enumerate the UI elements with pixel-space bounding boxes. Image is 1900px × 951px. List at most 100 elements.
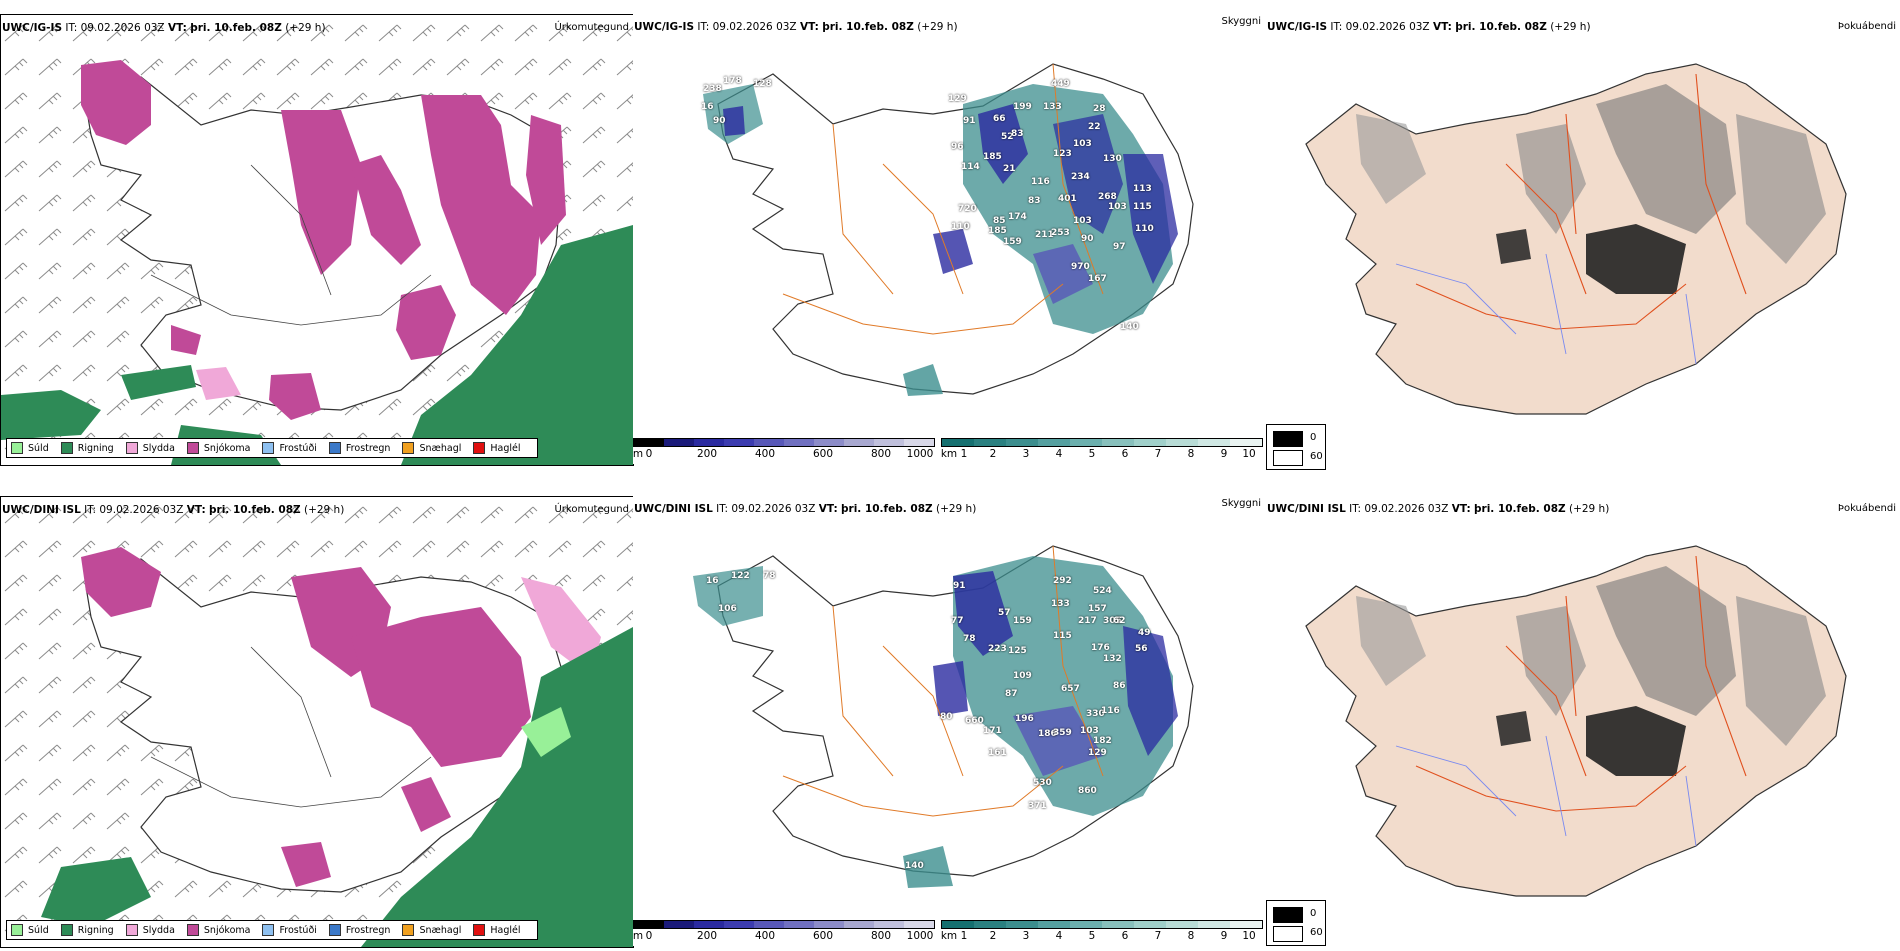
panel-title-precip-1: Úrkomutegund xyxy=(554,22,629,33)
visibility-value-label: 970 xyxy=(1071,262,1090,272)
visibility-value-label: 171 xyxy=(983,726,1002,736)
visibility-value-label: 22 xyxy=(1088,122,1101,132)
fog-legend-2: 0 60 xyxy=(1266,900,1326,946)
visibility-value-label: 720 xyxy=(958,204,977,214)
visibility-value-label: 359 xyxy=(1053,728,1072,738)
swatch-snow xyxy=(186,442,199,454)
legend-item-sleet: Slydda xyxy=(125,442,175,454)
legend-item-snow: Snjókoma xyxy=(186,442,250,454)
cloudbase-colorbar-2: m 0 200 400 600 800 1000 xyxy=(633,918,935,948)
fog-map-svg-2 xyxy=(1305,545,1847,897)
lead-time: (+29 h) xyxy=(285,22,326,34)
visibility-value-label: 85 xyxy=(993,216,1006,226)
header-visibility-1: UWC/IG-IS IT: 09.02.2026 03Z VT: þri. 10… xyxy=(634,21,958,33)
cloudbase-colorbar-1: m 0 200 400 600 800 1000 xyxy=(633,436,935,466)
visibility-value-label: 159 xyxy=(1013,616,1032,626)
visibility-value-label: 77 xyxy=(951,616,964,626)
visibility-value-label: 130 xyxy=(1103,154,1122,164)
visibility-value-label: 161 xyxy=(988,748,1007,758)
visibility-value-label: 115 xyxy=(1053,631,1072,641)
swatch-sleet xyxy=(125,924,138,936)
visibility-value-label: 80 xyxy=(940,712,953,722)
panel-title-fog-1: Þokuábendi xyxy=(1837,21,1896,32)
header-fog-1: UWC/IG-IS IT: 09.02.2026 03Z VT: þri. 10… xyxy=(1267,21,1591,33)
visibility-value-label: 133 xyxy=(1043,102,1062,112)
precip-panel-1: UWC/IG-IS IT: 09.02.2026 03Z VT: þri. 10… xyxy=(0,14,634,466)
visibility-value-label: 56 xyxy=(1135,644,1148,654)
visibility-value-label: 90 xyxy=(1081,234,1094,244)
visibility-bar xyxy=(941,438,1263,447)
visibility-value-label: 103 xyxy=(1108,202,1127,212)
legend-item-freezing-rain: Frostregn xyxy=(328,442,390,454)
visibility-panel-2: UWC/DINI ISL IT: 09.02.2026 03Z VT: þri.… xyxy=(633,496,1265,946)
precip-map-svg-2 xyxy=(1,497,633,947)
swatch-rain xyxy=(60,442,73,454)
swatch-hail xyxy=(473,924,486,936)
fog-map-svg-1 xyxy=(1305,63,1847,415)
visibility-value-label: 78 xyxy=(763,571,776,581)
visibility-value-label: 91 xyxy=(953,581,966,591)
header-visibility-2: UWC/DINI ISL IT: 09.02.2026 03Z VT: þri.… xyxy=(634,503,977,515)
panel-title-visibility-2: Skyggni xyxy=(1221,498,1261,509)
precip-panel-2: UWC/DINI ISL IT: 09.02.2026 03Z VT: þri.… xyxy=(0,496,634,948)
visibility-value-label: 305 xyxy=(1103,616,1122,626)
visibility-value-label: 217 xyxy=(1078,616,1097,626)
visibility-bar xyxy=(941,920,1263,929)
visibility-colorbar-2: km 1 2 3 4 5 6 7 8 9 10 xyxy=(941,918,1263,948)
visibility-value-label: 49 xyxy=(1138,628,1151,638)
vt-label: VT: xyxy=(167,22,187,34)
visibility-value-label: 167 xyxy=(1088,274,1107,284)
visibility-value-label: 129 xyxy=(948,94,967,104)
visibility-value-label: 66 xyxy=(993,114,1006,124)
visibility-value-label: 178 xyxy=(723,76,742,86)
visibility-value-label: 657 xyxy=(1061,684,1080,694)
visibility-value-label: 140 xyxy=(905,861,924,871)
visibility-value-label: 21 xyxy=(1003,164,1016,174)
visibility-value-label: 176 xyxy=(1091,643,1110,653)
visibility-value-label: 110 xyxy=(951,222,970,232)
visibility-value-label: 140 xyxy=(1120,322,1139,332)
swatch-sleet xyxy=(125,442,138,454)
visibility-value-label: 16 xyxy=(701,102,714,112)
visibility-panel-1: UWC/IG-IS IT: 09.02.2026 03Z VT: þri. 10… xyxy=(633,14,1265,464)
visibility-labels-2: 122 78 16 106 91 77 78 57 223 125 159 292 524 133 157 2… xyxy=(633,516,1265,916)
cloudbase-bar xyxy=(633,920,935,929)
visibility-value-label: 253 xyxy=(1051,228,1070,238)
legend-item-freezing-drizzle: Frostúði xyxy=(262,924,317,936)
visibility-value-label: 268 xyxy=(1098,192,1117,202)
swatch-hail xyxy=(473,442,486,454)
visibility-value-label: 133 xyxy=(1051,599,1070,609)
fog-panel-1: UWC/IG-IS IT: 09.02.2026 03Z VT: þri. 10… xyxy=(1266,14,1900,470)
legend-item-freezing-rain: Frostregn xyxy=(328,924,390,936)
legend-item-snow-pellets: Snæhagl xyxy=(402,924,461,936)
precip-legend-1: Súld Rigning Slydda Snjókoma Frostúði Fr… xyxy=(6,438,538,458)
visibility-value-label: 174 xyxy=(1008,212,1027,222)
visibility-value-label: 292 xyxy=(1053,576,1072,586)
visibility-value-label: 28 xyxy=(1093,104,1106,114)
legend-item-drizzle: Súld xyxy=(11,924,49,936)
precip-map-2 xyxy=(1,497,633,947)
visibility-value-label: 87 xyxy=(1005,689,1018,699)
visibility-value-label: 530 xyxy=(1033,778,1052,788)
visibility-value-label: 62 xyxy=(1113,616,1126,626)
swatch-rain xyxy=(60,924,73,936)
swatch-snow-pellets xyxy=(402,442,415,454)
visibility-colorbar-1: km 1 2 3 4 5 6 7 8 9 10 xyxy=(941,436,1263,466)
panel-title-visibility-1: Skyggni xyxy=(1221,16,1261,27)
legend-item-drizzle: Súld xyxy=(11,442,49,454)
visibility-value-label: 182 xyxy=(1093,736,1112,746)
visibility-value-label: 860 xyxy=(1078,786,1097,796)
visibility-value-label: 401 xyxy=(1058,194,1077,204)
visibility-value-label: 103 xyxy=(1073,139,1092,149)
visibility-value-label: 371 xyxy=(1028,801,1047,811)
visibility-value-label: 159 xyxy=(1003,237,1022,247)
visibility-value-label: 106 xyxy=(718,604,737,614)
visibility-value-label: 96 xyxy=(951,142,964,152)
visibility-value-label: 115 xyxy=(1133,202,1152,212)
visibility-value-label: 223 xyxy=(988,644,1007,654)
fog-swatch-0 xyxy=(1273,907,1303,923)
panel-title-precip-2: Úrkomutegund xyxy=(554,504,629,515)
visibility-value-label: 86 xyxy=(1113,681,1126,691)
visibility-value-label: 52 xyxy=(1001,132,1014,142)
visibility-value-label: 330 xyxy=(1086,709,1105,719)
